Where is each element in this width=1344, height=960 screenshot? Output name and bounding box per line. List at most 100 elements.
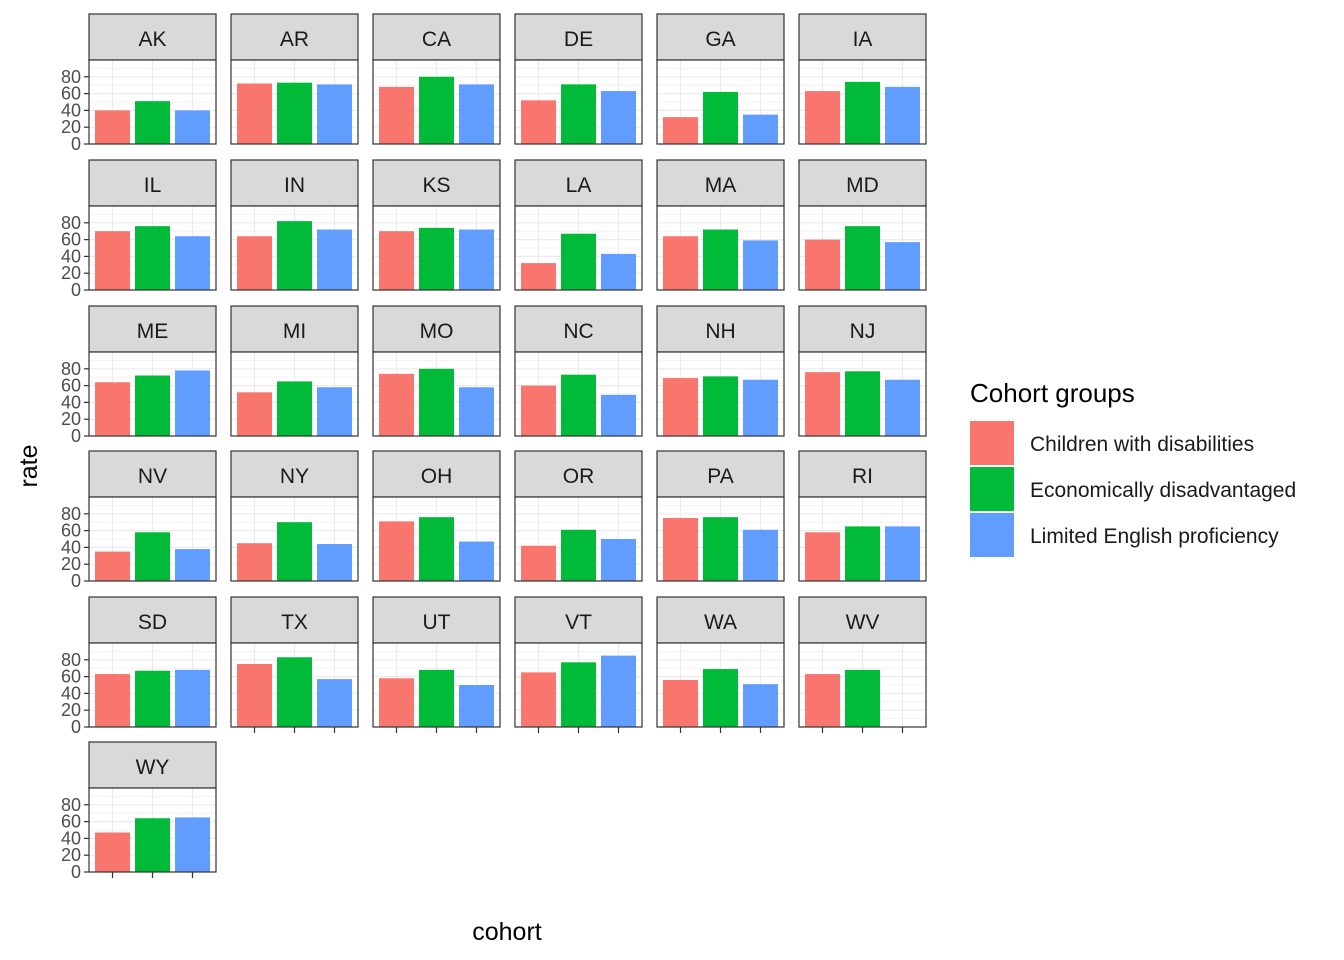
facet-label: NY <box>280 465 309 488</box>
bar-wa-1 <box>663 679 698 727</box>
facet-panel-nh: NH <box>656 305 785 437</box>
facet-strip <box>372 159 501 207</box>
facet-label: KS <box>422 174 450 197</box>
facet-panel-nj: NJ <box>798 305 927 437</box>
bar-or-3 <box>601 539 636 581</box>
bar-oh-1 <box>379 521 414 581</box>
facet-label: AK <box>138 28 166 51</box>
facet-strip <box>230 13 359 61</box>
facet-strip <box>798 450 927 498</box>
bar-wy-2 <box>135 818 170 872</box>
facet-panel-vt: VT <box>514 596 643 733</box>
bar-nc-2 <box>561 374 596 436</box>
bar-nj-1 <box>805 372 840 436</box>
facet-panel-ma: MA <box>656 159 785 291</box>
legend-label-3: Limited English proficiency <box>1030 525 1279 548</box>
bar-tx-3 <box>317 679 352 727</box>
facet-label: MA <box>705 174 737 197</box>
facet-label: OH <box>421 465 453 488</box>
y-tick-label: 40 <box>61 537 81 557</box>
bar-nc-3 <box>601 394 636 436</box>
bar-pa-1 <box>663 518 698 581</box>
bar-in-2 <box>277 221 312 290</box>
facet-label: MI <box>283 320 306 343</box>
bar-la-1 <box>521 263 556 290</box>
bar-ia-1 <box>805 91 840 144</box>
bar-nh-3 <box>743 379 778 436</box>
facet-label: WA <box>704 611 737 634</box>
facet-strip <box>798 596 927 644</box>
bar-ks-2 <box>419 227 454 290</box>
bar-ga-2 <box>703 91 738 144</box>
y-tick-label: 20 <box>61 263 81 283</box>
facet-strip <box>88 159 217 207</box>
bar-oh-2 <box>419 517 454 581</box>
facet-label: AR <box>280 28 309 51</box>
facet-label: VT <box>565 611 592 634</box>
facet-label: SD <box>138 611 167 634</box>
panel-border <box>514 351 643 437</box>
facet-panel-pa: PA <box>656 450 785 582</box>
bar-ri-1 <box>805 532 840 581</box>
bar-sd-3 <box>175 669 210 727</box>
panel-border <box>88 351 217 437</box>
facet-label: WV <box>846 611 880 634</box>
y-tick-label: 0 <box>71 571 81 591</box>
bar-ma-3 <box>743 240 778 290</box>
bar-oh-3 <box>459 541 494 581</box>
bar-vt-1 <box>521 672 556 727</box>
bar-vt-3 <box>601 655 636 727</box>
y-tick-label: 0 <box>71 717 81 737</box>
facet-panel-wv: WV <box>798 596 927 733</box>
facet-label: GA <box>705 28 735 51</box>
bar-mi-2 <box>277 381 312 436</box>
legend-key-3 <box>970 513 1014 557</box>
bar-tx-1 <box>237 664 272 727</box>
bar-ca-1 <box>379 86 414 144</box>
facet-label: NV <box>138 465 167 488</box>
bar-nj-2 <box>845 371 880 436</box>
facet-label: DE <box>564 28 593 51</box>
facet-strip <box>372 596 501 644</box>
bar-wy-1 <box>95 832 130 872</box>
legend-key-1 <box>970 421 1014 465</box>
bar-or-1 <box>521 545 556 581</box>
bar-ny-1 <box>237 543 272 581</box>
y-tick-label: 40 <box>61 828 81 848</box>
facet-panel-in: IN <box>230 159 359 291</box>
facet-label: NC <box>563 320 593 343</box>
facet-strip <box>514 596 643 644</box>
legend-key-2 <box>970 467 1014 511</box>
bar-ri-3 <box>885 526 920 581</box>
facet-strip <box>230 305 359 353</box>
facet-strip <box>656 596 785 644</box>
panel-border <box>514 496 643 582</box>
facet-strip <box>372 305 501 353</box>
bar-or-2 <box>561 529 596 581</box>
bar-vt-2 <box>561 662 596 727</box>
y-tick-label: 80 <box>61 504 81 524</box>
bar-nv-2 <box>135 532 170 581</box>
y-tick-label: 0 <box>71 134 81 154</box>
facet-strip <box>798 305 927 353</box>
facet-strip <box>514 450 643 498</box>
bar-la-2 <box>561 233 596 290</box>
bar-ia-2 <box>845 81 880 144</box>
facet-label: IN <box>284 174 305 197</box>
y-tick-label: 60 <box>61 230 81 250</box>
bar-ca-2 <box>419 76 454 144</box>
facet-strip <box>514 159 643 207</box>
y-tick-label: 60 <box>61 812 81 832</box>
bar-ny-2 <box>277 522 312 581</box>
y-tick-label: 80 <box>61 213 81 233</box>
facet-panel-wa: WA <box>656 596 785 733</box>
facet-panel-oh: OH <box>372 450 501 582</box>
legend-title: Cohort groups <box>970 378 1135 408</box>
panel-border <box>656 59 785 145</box>
y-axis-title: rate <box>15 444 43 487</box>
facet-strip <box>656 159 785 207</box>
y-tick-label: 20 <box>61 117 81 137</box>
facet-label: RI <box>852 465 873 488</box>
facet-strip <box>798 159 927 207</box>
